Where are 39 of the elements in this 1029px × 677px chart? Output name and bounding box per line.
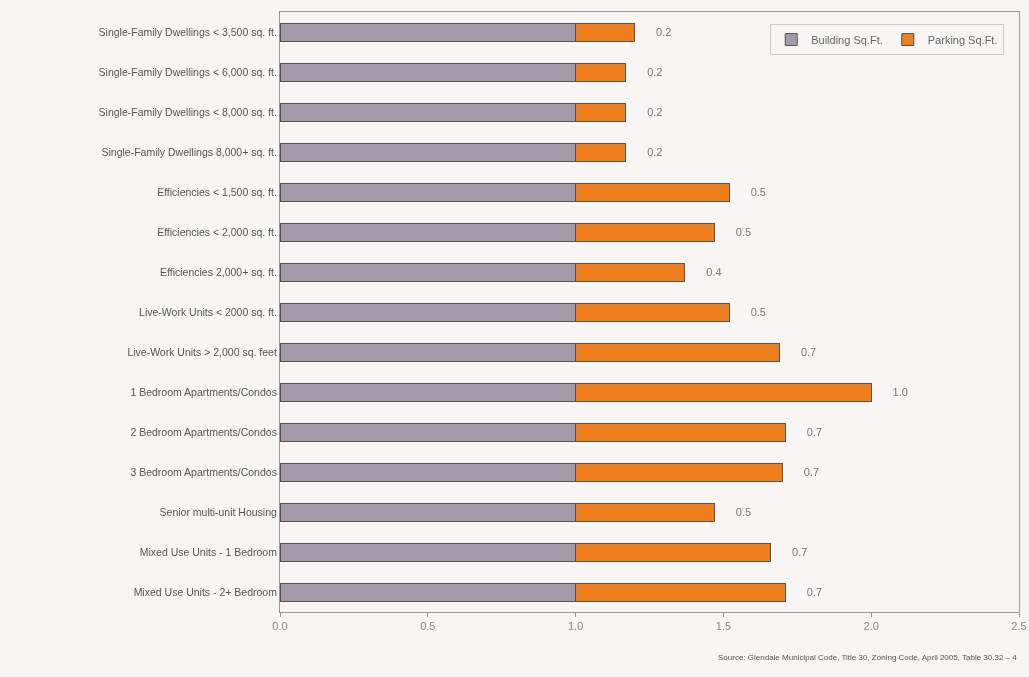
y-tick-label: Single-Family Dwellings 8,000+ sq. ft. bbox=[101, 145, 277, 158]
x-tick-label: 1.0 bbox=[567, 620, 584, 633]
data-label: 0.5 bbox=[732, 306, 766, 318]
data-label: 0.7 bbox=[782, 346, 817, 358]
data-label: 0.7 bbox=[788, 426, 823, 438]
x-tick-label: 2.5 bbox=[1011, 620, 1027, 633]
data-label: 1.0 bbox=[874, 386, 908, 398]
y-tick-label: 2 Bedroom Apartments/Condos bbox=[130, 425, 277, 438]
y-tick-label: Live-Work Units > 2,000 sq. feet bbox=[127, 345, 277, 358]
data-label: 0.2 bbox=[628, 146, 663, 158]
y-tick-label: Single-Family Dwellings < 6,000 sq. ft. bbox=[98, 65, 277, 78]
y-tick-label: 1 Bedroom Apartments/Condos bbox=[130, 385, 277, 398]
y-tick-label: Mixed Use Units - 1 Bedroom bbox=[139, 545, 278, 558]
legend-label: Building Sq.Ft. bbox=[811, 33, 883, 46]
data-label: 0.4 bbox=[687, 266, 722, 278]
x-tick-label: 0.0 bbox=[272, 620, 288, 633]
y-tick-label: Live-Work Units < 2000 sq. ft. bbox=[139, 305, 277, 318]
data-label: 0.2 bbox=[637, 26, 672, 38]
data-label: 0.2 bbox=[628, 106, 663, 118]
source-note: Source: Glendale Municipal Code, Title 30, Zoning Code, April 2005, Table 30.32 – 4 bbox=[718, 653, 1018, 662]
data-label: 0.7 bbox=[785, 466, 820, 478]
x-tick-label: 1.5 bbox=[715, 620, 732, 633]
x-tick-label: 0.5 bbox=[420, 620, 436, 633]
x-tick-label: 2.0 bbox=[863, 620, 879, 633]
data-label: 0.7 bbox=[773, 546, 808, 558]
data-label: 0.7 bbox=[788, 586, 823, 598]
data-label: 0.5 bbox=[732, 186, 766, 198]
y-tick-label: Senior multi-unit Housing bbox=[159, 505, 278, 518]
legend-label: Parking Sq.Ft. bbox=[927, 33, 998, 46]
y-tick-label: Mixed Use Units - 2+ Bedroom bbox=[133, 585, 278, 598]
y-tick-label: 3 Bedroom Apartments/Condos bbox=[130, 465, 277, 478]
y-tick-label: Single-Family Dwellings < 3,500 sq. ft. bbox=[98, 25, 277, 38]
y-tick-label: Single-Family Dwellings < 8,000 sq. ft. bbox=[98, 105, 277, 118]
y-tick-label: Efficiencies < 1,500 sq. ft. bbox=[157, 185, 277, 198]
data-label: 0.2 bbox=[628, 66, 663, 78]
y-tick-label: Efficiencies 2,000+ sq. ft. bbox=[160, 265, 277, 278]
data-label: 0.5 bbox=[717, 506, 752, 518]
y-tick-label: Efficiencies < 2,000 sq. ft. bbox=[157, 225, 277, 238]
data-label: 0.5 bbox=[717, 226, 752, 238]
